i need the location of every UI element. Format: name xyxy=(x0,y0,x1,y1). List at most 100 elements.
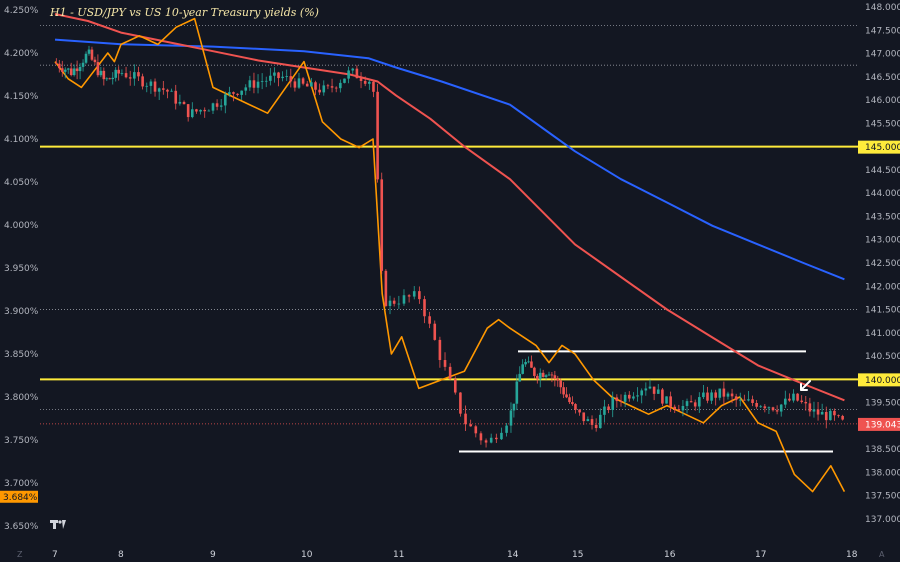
candle-body xyxy=(207,110,211,112)
arrow-annotation xyxy=(800,380,811,391)
candle-body xyxy=(448,366,452,380)
right-tick-label: 138.000 xyxy=(865,468,900,478)
candle-body xyxy=(93,59,97,63)
candle-body xyxy=(738,399,742,401)
candle-body xyxy=(665,396,668,404)
candle-body xyxy=(644,388,648,391)
time-tick-label: 15 xyxy=(572,550,583,560)
candle-body xyxy=(392,300,396,304)
candle-body xyxy=(355,68,359,79)
candle-body xyxy=(541,372,545,377)
candle-body xyxy=(562,387,565,395)
current-yield-label: 3.684% xyxy=(3,493,38,503)
candle-body xyxy=(314,82,317,90)
candle-body xyxy=(343,78,346,83)
candle-body xyxy=(578,409,581,413)
candle-body xyxy=(788,398,791,401)
candle-body xyxy=(330,86,334,88)
candle-body xyxy=(615,397,619,402)
candle-body xyxy=(669,396,672,407)
candle-body xyxy=(376,91,379,180)
candle-body xyxy=(706,392,709,401)
time-axis[interactable]: 7 8 9 10 11 14 15 16 17 18 xyxy=(52,550,858,560)
candle-body xyxy=(582,412,586,422)
annotations xyxy=(800,380,811,391)
current-price-badge xyxy=(858,417,900,431)
candle-body xyxy=(318,89,321,93)
candle-body xyxy=(96,62,100,76)
candle-body xyxy=(219,105,223,107)
candle-body xyxy=(273,72,276,76)
candle-body xyxy=(363,80,367,84)
candle-body xyxy=(718,388,722,398)
candle-body xyxy=(619,401,623,402)
level-145-badge xyxy=(858,140,900,154)
candle-body xyxy=(252,80,256,88)
candle-body xyxy=(418,291,421,300)
candle-body xyxy=(63,69,67,72)
candle-body xyxy=(301,78,305,84)
candle-body xyxy=(260,81,264,83)
candle-body xyxy=(524,362,527,365)
right-tick-label: 140.500 xyxy=(865,352,900,362)
candle-body xyxy=(228,92,231,95)
candle-body xyxy=(685,401,689,406)
candle-body xyxy=(170,90,173,92)
candle-body xyxy=(648,386,652,389)
right-tick-label: 144.500 xyxy=(865,166,900,176)
corner-left-label: Z xyxy=(17,550,23,559)
left-tick-label: 3.950% xyxy=(4,264,39,274)
candle-body xyxy=(60,68,64,72)
candle-body xyxy=(603,406,606,415)
grid xyxy=(40,25,858,425)
left-axis[interactable]: 4.250% 4.200% 4.150% 4.100% 4.050% 4.000% 3.95… xyxy=(0,6,39,532)
candle-body xyxy=(99,70,103,76)
candle-body xyxy=(550,374,554,376)
left-tick-label: 3.850% xyxy=(4,350,39,360)
candle-body xyxy=(384,270,388,306)
candle-body xyxy=(816,409,820,415)
candle-body xyxy=(792,393,795,401)
chart-title: H1 - USD/JPY vs US 10-year Treasury yiel… xyxy=(49,6,319,19)
candle-body xyxy=(162,88,165,90)
candle-body xyxy=(775,410,779,412)
candle-body xyxy=(640,390,643,396)
right-tick-label: 142.500 xyxy=(865,259,900,269)
candle-body xyxy=(120,73,124,74)
candle-body xyxy=(339,82,342,89)
candle-body xyxy=(623,394,627,402)
candle-body xyxy=(829,410,832,421)
candle-body xyxy=(661,389,664,404)
candle-body xyxy=(105,78,109,80)
left-tick-label: 4.200% xyxy=(4,49,39,59)
candle-body xyxy=(388,300,392,306)
candle-body xyxy=(464,413,467,425)
right-axis[interactable]: 148.000 147.500 147.000 146.500 146.000 145.5… xyxy=(858,3,900,525)
candle-body xyxy=(800,400,803,402)
candle-body xyxy=(702,392,705,398)
left-tick-label: 4.100% xyxy=(4,135,39,145)
candle-body xyxy=(412,291,416,297)
candle-body xyxy=(90,49,94,60)
candle-body xyxy=(351,68,355,71)
candle-body xyxy=(489,437,493,443)
candle-body xyxy=(833,410,836,416)
candle-body xyxy=(236,93,239,95)
candle-body xyxy=(824,411,828,421)
left-tick-label: 4.150% xyxy=(4,92,39,102)
time-tick-label: 18 xyxy=(846,550,858,560)
candle-body xyxy=(372,81,375,92)
candle-body xyxy=(652,386,656,394)
candle-body xyxy=(223,94,227,106)
candle-body xyxy=(87,49,91,54)
candle-body xyxy=(747,399,750,401)
candle-body xyxy=(368,81,371,84)
candle-body xyxy=(681,405,685,411)
right-tick-label: 147.000 xyxy=(865,50,900,60)
candle-body xyxy=(174,90,178,104)
left-tick-label: 3.900% xyxy=(4,307,39,317)
candle-body xyxy=(509,410,513,426)
candle-body xyxy=(102,70,106,80)
candle-body xyxy=(72,68,76,76)
